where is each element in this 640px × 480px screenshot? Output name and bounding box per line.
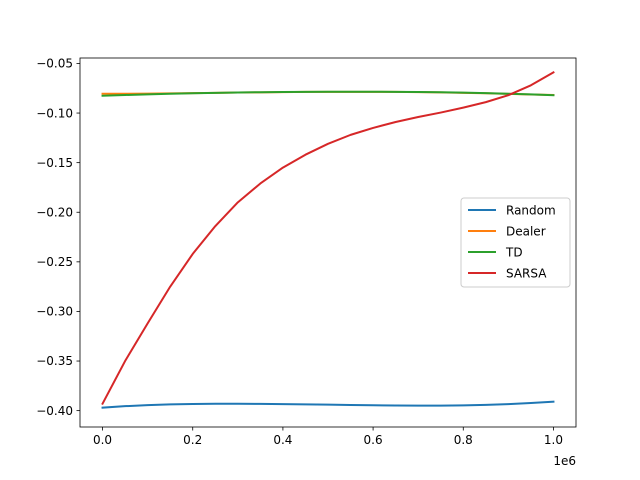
legend-label-sarsa: SARSA xyxy=(506,266,547,280)
x-tick-label: 0.8 xyxy=(454,433,473,447)
y-tick-label: −0.35 xyxy=(36,354,73,368)
y-tick-label: −0.25 xyxy=(36,255,73,269)
legend-label-td: TD xyxy=(505,245,523,259)
legend-label-random: Random xyxy=(506,203,556,217)
x-tick-label: 0.4 xyxy=(273,433,292,447)
axes-frame xyxy=(79,57,577,428)
legend: Random Dealer TD SARSA xyxy=(460,197,571,288)
y-tick-label: −0.10 xyxy=(36,106,73,120)
x-tick-label: 0.0 xyxy=(93,433,112,447)
y-tick-label: −0.40 xyxy=(36,404,73,418)
series-layer xyxy=(101,71,555,409)
y-tick-label: −0.15 xyxy=(36,156,73,170)
legend-label-dealer: Dealer xyxy=(506,224,546,238)
y-tick-label: −0.30 xyxy=(36,305,73,319)
axes-layer: 0.0 0.2 0.4 0.6 0.8 1.0 1e6 −0.40 −0.35 −0.30 −0.2… xyxy=(36,57,577,468)
series-line-sarsa xyxy=(101,71,555,406)
x-tick-label: 1.0 xyxy=(544,433,563,447)
x-axis-offset-label: 1e6 xyxy=(553,454,576,468)
y-tick-label: −0.20 xyxy=(36,205,73,219)
x-tick-label: 0.6 xyxy=(364,433,383,447)
series-line-td xyxy=(101,90,555,97)
legend-box xyxy=(460,197,571,288)
y-tick-label: −0.05 xyxy=(36,57,73,71)
x-tick-label: 0.2 xyxy=(183,433,202,447)
series-line-random xyxy=(101,400,555,409)
